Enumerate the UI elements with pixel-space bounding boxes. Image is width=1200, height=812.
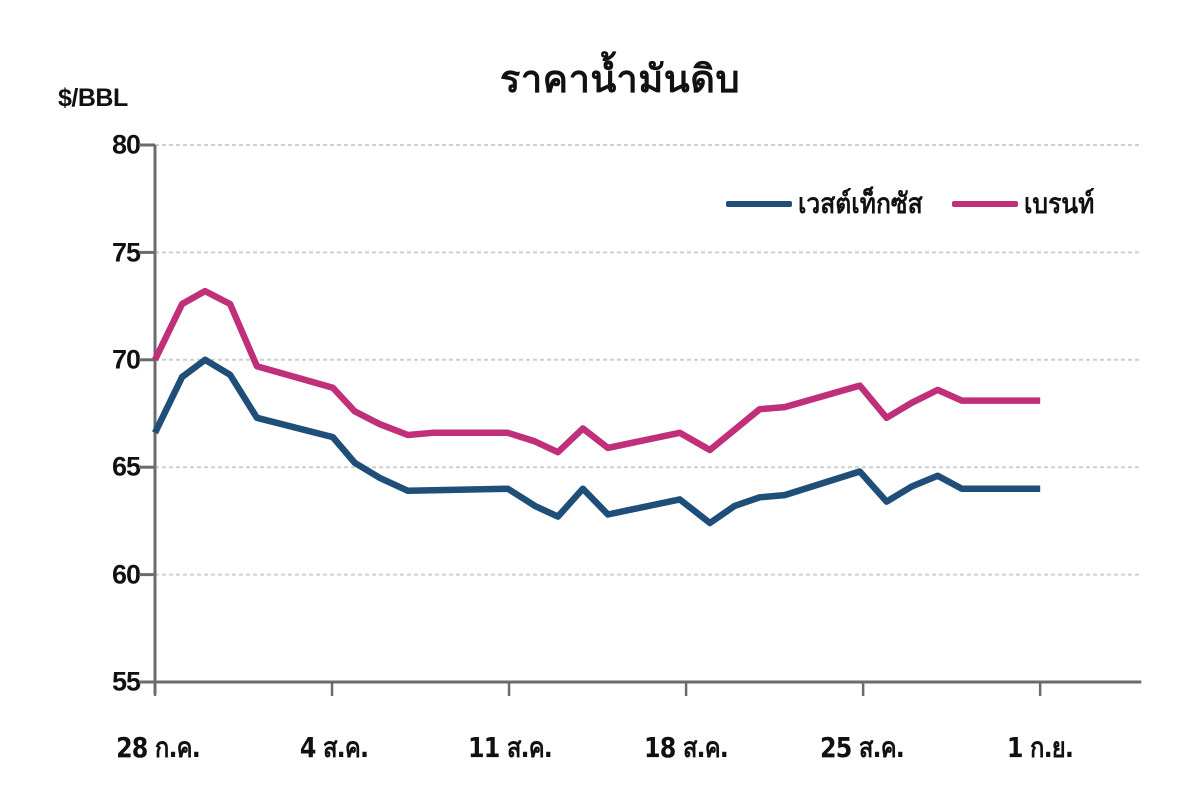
y-tick-75: 75 (111, 237, 141, 268)
axes (139, 143, 1142, 696)
y-tick-80: 80 (111, 129, 141, 160)
x-tick-aug-11: 11 ส.ค. (468, 731, 553, 764)
x-tick-jul-28: 28 ก.ค. (116, 731, 201, 764)
y-axis-unit-label: $/BBL (58, 84, 128, 112)
x-tick-aug-4: 4 ส.ค. (299, 731, 369, 764)
legend-label-wti: เวสต์เท็กซัส (798, 187, 923, 220)
legend-item-brent: เบรนท์ (951, 182, 1116, 226)
series-line-wti (152, 356, 1041, 527)
chart-legend: เวสต์เท็กซัส เบรนท์ (726, 182, 1116, 226)
legend-swatch-brent (951, 201, 1018, 207)
gridlines (155, 144, 1142, 576)
legend-swatch-wti (726, 201, 792, 207)
legend-item-wti: เวสต์เท็กซัส (726, 182, 952, 226)
y-tick-55: 55 (111, 666, 141, 697)
data-lines (152, 287, 1041, 527)
series-line-brent (152, 287, 1041, 456)
chart-title: ราคาน้ำมันดิบ (499, 57, 741, 101)
y-tick-70: 70 (111, 344, 141, 375)
legend-label-brent: เบรนท์ (1023, 187, 1095, 220)
x-tick-aug-18: 18 ส.ค. (644, 731, 729, 764)
y-tick-60: 60 (111, 559, 141, 590)
x-tick-sep-1: 1 ก.ย. (1006, 731, 1074, 764)
y-tick-65: 65 (111, 451, 141, 482)
x-tick-aug-25: 25 ส.ค. (820, 731, 905, 764)
